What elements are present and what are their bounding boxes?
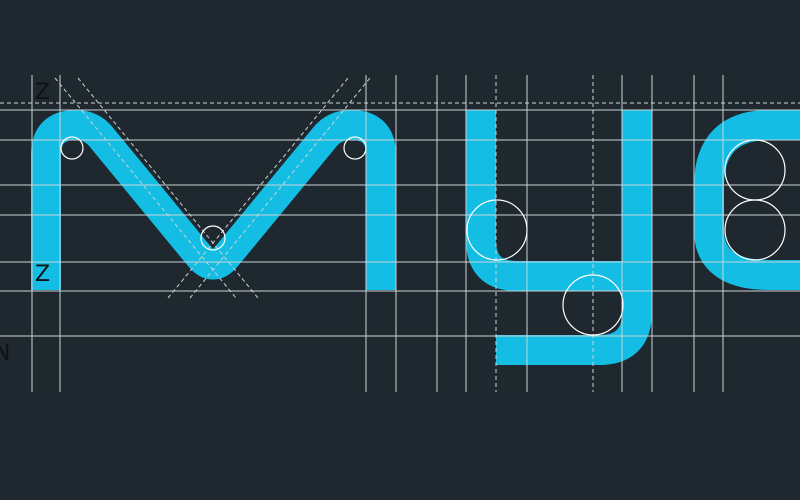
circle	[724, 199, 786, 261]
grid	[0, 75, 800, 392]
circle	[200, 225, 226, 251]
diagonal-guide	[189, 77, 371, 299]
diagonal-guide	[167, 77, 349, 299]
construction-circles	[60, 136, 786, 336]
marker: N	[0, 341, 10, 366]
letter-y-right	[496, 110, 652, 365]
circle	[466, 199, 528, 261]
circle	[60, 136, 84, 160]
letter-y-left	[466, 110, 637, 291]
marker: Z	[35, 262, 50, 287]
letter-c	[694, 110, 800, 290]
letter-m	[31, 109, 396, 290]
circle	[343, 136, 367, 160]
diagonal-guide	[54, 77, 237, 299]
circle	[562, 274, 624, 336]
diagonal-guide	[77, 77, 259, 299]
marker: Z	[35, 80, 50, 105]
letter-shapes	[31, 109, 800, 365]
